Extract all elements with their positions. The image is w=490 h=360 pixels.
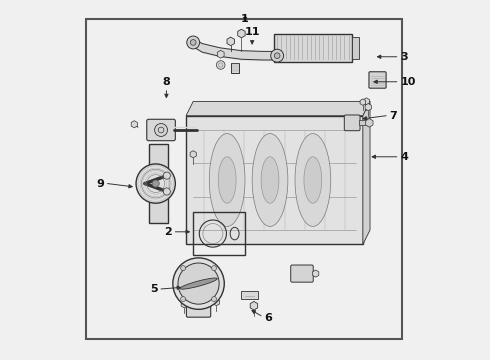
Ellipse shape bbox=[252, 134, 288, 226]
Ellipse shape bbox=[295, 134, 331, 226]
Bar bbox=[242, 291, 258, 298]
Text: 5: 5 bbox=[150, 284, 157, 294]
Text: 6: 6 bbox=[265, 312, 272, 323]
FancyBboxPatch shape bbox=[369, 72, 386, 88]
Polygon shape bbox=[363, 102, 370, 244]
Bar bbox=[231, 63, 239, 73]
Circle shape bbox=[212, 266, 217, 271]
Ellipse shape bbox=[304, 157, 322, 203]
Text: 3: 3 bbox=[400, 52, 408, 62]
FancyBboxPatch shape bbox=[291, 265, 313, 282]
Polygon shape bbox=[186, 102, 370, 116]
Circle shape bbox=[173, 258, 224, 309]
FancyBboxPatch shape bbox=[344, 115, 360, 131]
Text: 1: 1 bbox=[241, 14, 249, 24]
Text: 9: 9 bbox=[96, 179, 104, 189]
Text: 2: 2 bbox=[164, 227, 172, 237]
Text: 10: 10 bbox=[400, 77, 416, 87]
Circle shape bbox=[178, 263, 219, 304]
Circle shape bbox=[136, 164, 175, 203]
Bar bbox=[186, 116, 363, 244]
Text: 11: 11 bbox=[245, 27, 260, 37]
Text: 7: 7 bbox=[390, 111, 397, 121]
Circle shape bbox=[190, 40, 196, 45]
Text: 8: 8 bbox=[163, 77, 171, 87]
Circle shape bbox=[217, 61, 225, 69]
Circle shape bbox=[152, 180, 159, 187]
Bar bbox=[86, 19, 402, 339]
Circle shape bbox=[270, 49, 284, 62]
Bar bbox=[148, 144, 168, 223]
Circle shape bbox=[163, 172, 171, 179]
Text: 4: 4 bbox=[400, 152, 408, 162]
Bar bbox=[193, 212, 245, 255]
Circle shape bbox=[187, 36, 199, 49]
Ellipse shape bbox=[209, 134, 245, 226]
Bar bbox=[273, 33, 352, 62]
Ellipse shape bbox=[218, 157, 236, 203]
Circle shape bbox=[212, 297, 217, 302]
Ellipse shape bbox=[180, 278, 217, 289]
Bar bbox=[359, 120, 368, 125]
FancyBboxPatch shape bbox=[186, 293, 211, 317]
Circle shape bbox=[181, 297, 186, 302]
Circle shape bbox=[155, 123, 168, 136]
Circle shape bbox=[181, 266, 186, 271]
FancyBboxPatch shape bbox=[147, 119, 175, 141]
Circle shape bbox=[163, 188, 171, 195]
Bar bbox=[352, 37, 359, 59]
Circle shape bbox=[274, 53, 280, 59]
Ellipse shape bbox=[261, 157, 279, 203]
